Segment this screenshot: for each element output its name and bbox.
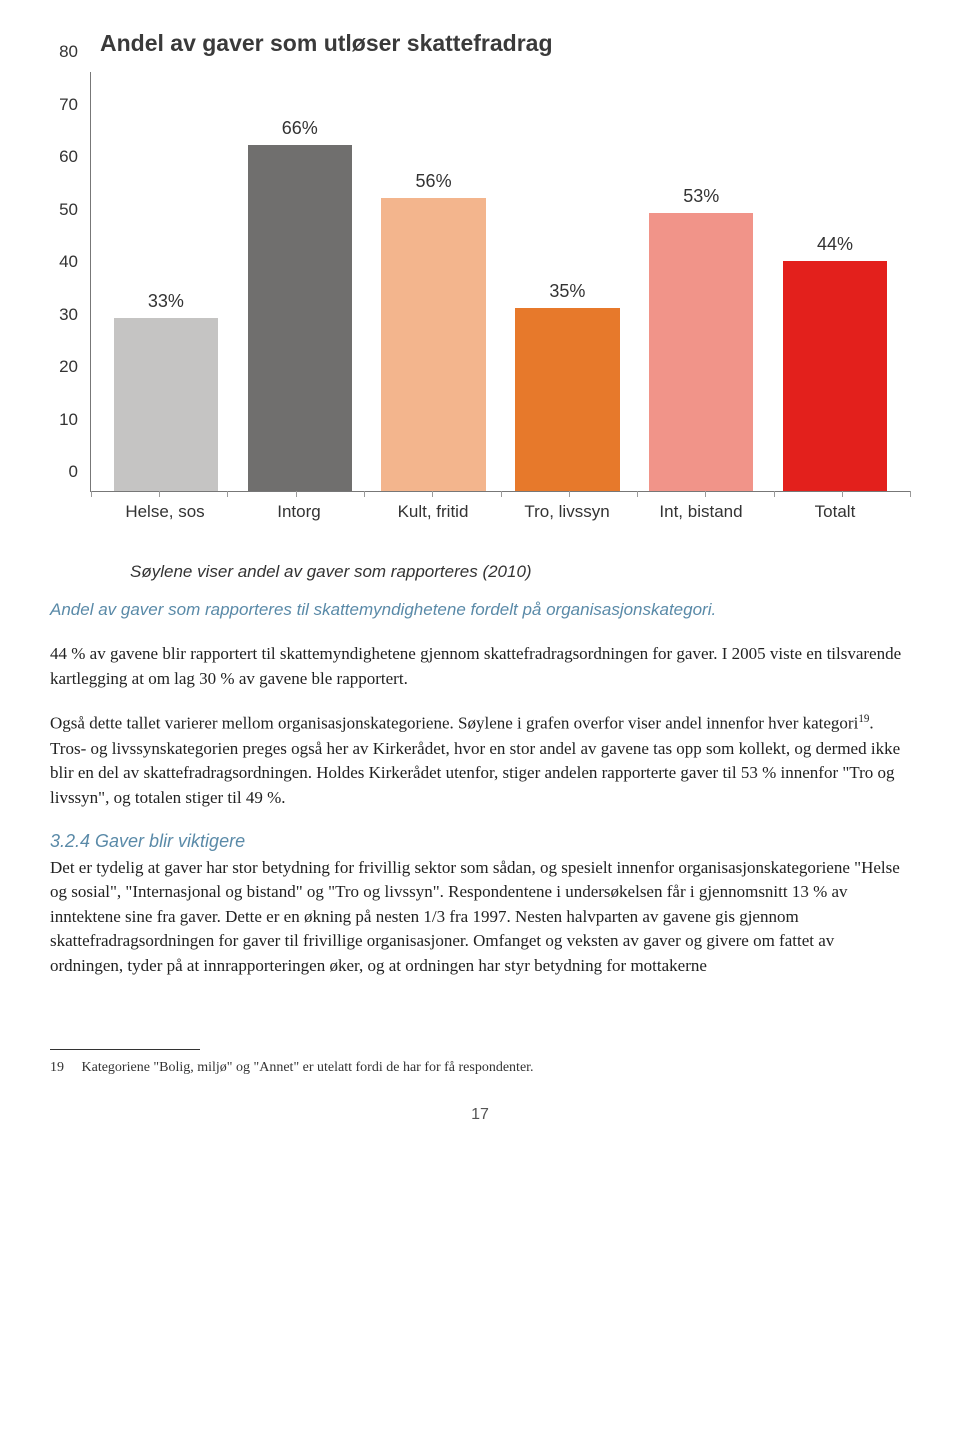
x-tick-minor — [227, 491, 228, 497]
x-tick-minor — [569, 491, 570, 497]
footnote-ref: 19 — [858, 713, 869, 725]
footnote-text: Kategoriene "Bolig, miljø" og "Annet" er… — [82, 1060, 534, 1075]
y-axis: 01020304050607080 — [50, 72, 84, 492]
bar — [783, 261, 887, 491]
section-heading: 3.2.4 Gaver blir viktigere — [50, 831, 910, 852]
x-tick-label: Kult, fritid — [366, 502, 500, 522]
bar-value-label: 35% — [549, 281, 585, 302]
bar-slot: 66% — [233, 72, 367, 491]
x-tick-label: Totalt — [768, 502, 902, 522]
x-tick-minor — [705, 491, 706, 497]
bar-value-label: 66% — [282, 118, 318, 139]
x-tick-minor — [774, 491, 775, 497]
x-tick-minor — [159, 491, 160, 497]
para-text: Også dette tallet varierer mellom organi… — [50, 714, 858, 733]
y-tick-label: 70 — [59, 95, 78, 115]
bar-value-label: 56% — [416, 171, 452, 192]
y-tick-label: 10 — [59, 410, 78, 430]
bar-slot: 35% — [500, 72, 634, 491]
x-tick-minor — [296, 491, 297, 497]
bar — [381, 198, 485, 491]
chart-title: Andel av gaver som utløser skattefradrag — [100, 30, 910, 57]
bar-value-label: 44% — [817, 234, 853, 255]
chart-subtitle: Søylene viser andel av gaver som rapport… — [130, 562, 910, 582]
x-tick-label: Tro, livssyn — [500, 502, 634, 522]
body-paragraph: Også dette tallet varierer mellom organi… — [50, 711, 910, 810]
footnote-rule — [50, 1049, 200, 1050]
bar-slot: 33% — [99, 72, 233, 491]
x-tick-minor — [91, 491, 92, 497]
x-tick-minor — [364, 491, 365, 497]
y-tick-label: 30 — [59, 305, 78, 325]
bar — [515, 308, 619, 491]
bar-slot: 53% — [634, 72, 768, 491]
x-tick-minor — [432, 491, 433, 497]
footnote: 19 Kategoriene "Bolig, miljø" og "Annet"… — [50, 1060, 910, 1076]
y-tick-label: 20 — [59, 357, 78, 377]
y-tick-label: 60 — [59, 147, 78, 167]
bar — [114, 318, 218, 491]
y-tick-label: 40 — [59, 252, 78, 272]
bar-value-label: 33% — [148, 291, 184, 312]
bar — [649, 213, 753, 491]
x-tick-minor — [910, 491, 911, 497]
body-paragraph: Det er tydelig at gaver har stor betydni… — [50, 856, 910, 979]
page-number: 17 — [50, 1106, 910, 1124]
x-tick-minor — [501, 491, 502, 497]
bar-chart: 01020304050607080 33%66%56%35%53%44% Hel… — [50, 72, 910, 552]
x-axis-labels: Helse, sosIntorgKult, fritidTro, livssyn… — [90, 502, 910, 522]
plot-area: 33% 66% 56% 35% 53% 44% — [90, 72, 910, 492]
y-tick-label: 0 — [69, 462, 78, 482]
x-tick-minor — [842, 491, 843, 497]
x-tick-label: Helse, sos — [98, 502, 232, 522]
body-paragraph: 44 % av gavene blir rapportert til skatt… — [50, 642, 910, 691]
x-tick-label: Intorg — [232, 502, 366, 522]
chart-caption: Andel av gaver som rapporteres til skatt… — [50, 600, 910, 620]
x-tick-label: Int, bistand — [634, 502, 768, 522]
bar-slot: 44% — [768, 72, 902, 491]
bar — [248, 145, 352, 491]
x-tick-minor — [637, 491, 638, 497]
footnote-number: 19 — [50, 1060, 78, 1076]
y-tick-label: 50 — [59, 200, 78, 220]
bar-slot: 56% — [367, 72, 501, 491]
y-tick-label: 80 — [59, 42, 78, 62]
bar-value-label: 53% — [683, 186, 719, 207]
